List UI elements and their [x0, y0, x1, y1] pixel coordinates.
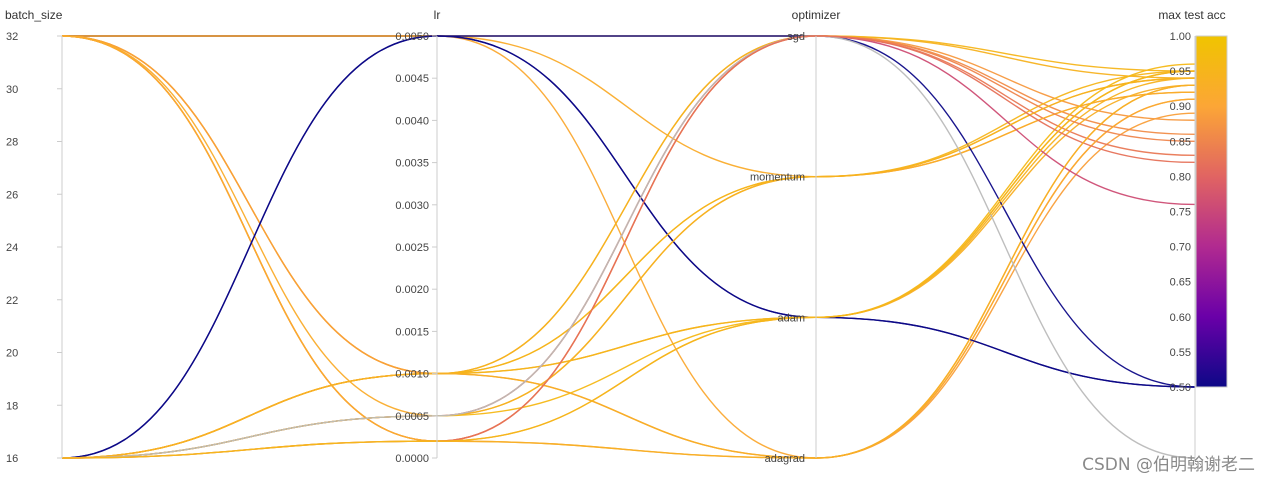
- tick-label: 0.0010: [395, 369, 429, 381]
- run-line-4[interactable]: [61, 35, 1196, 375]
- tick-label: 0.0020: [395, 284, 429, 296]
- tick-label: 0.0025: [395, 242, 429, 254]
- tick-label: 0.90: [1170, 101, 1191, 113]
- tick-label: 30: [6, 84, 18, 96]
- run-line-26[interactable]: [61, 70, 1196, 459]
- tick-label: 32: [6, 31, 18, 43]
- tick-label: 28: [6, 137, 18, 149]
- axis-title: batch_size: [5, 8, 63, 22]
- tick-label: 0.75: [1170, 207, 1191, 219]
- tick-label: 0.50: [1170, 382, 1191, 394]
- tick-label: 0.0045: [395, 73, 429, 85]
- axis-title: lr: [434, 8, 441, 22]
- axis-title: optimizer: [792, 8, 841, 22]
- axis-lr: lr 0.0000 0.0005 0.0010 0.0015 0.0020 0.0025 0.…: [395, 8, 440, 465]
- run-line-18[interactable]: [61, 84, 1196, 459]
- axis-optimizer: optimizer adagrad adam momentum sgd: [750, 8, 840, 465]
- axis-batch_size: batch_size 16 18 20 22 24 26 28 30 32: [5, 8, 63, 465]
- tick-label: 0.55: [1170, 347, 1191, 359]
- run-line-25[interactable]: [61, 84, 1196, 459]
- category-label-sgd: sgd: [787, 31, 805, 43]
- category-label-adagrad: adagrad: [765, 453, 805, 465]
- tick-label: 0.60: [1170, 312, 1191, 324]
- axes: batch_size 16 18 20 22 24 26 28 30 32 lr 0.0000 0.00…: [5, 8, 1228, 465]
- axis-title: max test acc: [1158, 8, 1225, 22]
- colorbar: [1195, 35, 1228, 388]
- run-line-22[interactable]: [61, 63, 1196, 459]
- axis-max-test-acc: max test acc 0.50 0.55 0.60 0.65 0.70 0.75 0.80…: [1158, 8, 1228, 458]
- run-line-23[interactable]: [61, 35, 1196, 459]
- run-line-16[interactable]: [61, 84, 1196, 459]
- tick-label: 0.95: [1170, 66, 1191, 78]
- tick-label: 26: [6, 189, 18, 201]
- tick-label: 1.00: [1170, 31, 1191, 43]
- tick-label: 0.0005: [395, 411, 429, 423]
- tick-label: 0.0000: [395, 453, 429, 465]
- tick-label: 0.0040: [395, 115, 429, 127]
- run-line-2[interactable]: [62, 35, 1196, 388]
- run-line-21[interactable]: [61, 77, 1196, 459]
- category-label-momentum: momentum: [750, 172, 805, 184]
- tick-label: 24: [6, 242, 18, 254]
- tick-label: 16: [6, 453, 18, 465]
- tick-label: 20: [6, 348, 18, 360]
- tick-label: 18: [6, 400, 18, 412]
- run-line-15[interactable]: [61, 70, 1196, 459]
- tick-label: 0.70: [1170, 242, 1191, 254]
- tick-label: 0.85: [1170, 136, 1191, 148]
- run-line-9[interactable]: [61, 35, 1196, 442]
- run-line-8[interactable]: [61, 35, 1196, 442]
- category-label-adam: adam: [777, 312, 805, 324]
- tick-label: 0.0015: [395, 326, 429, 338]
- run-lines: [61, 35, 1196, 459]
- tick-label: 0.0030: [395, 200, 429, 212]
- watermark: CSDN @伯明翰谢老二: [1082, 455, 1255, 475]
- tick-label: 0.0050: [395, 31, 429, 43]
- tick-label: 22: [6, 295, 18, 307]
- tick-label: 0.65: [1170, 277, 1191, 289]
- run-line-7[interactable]: [61, 35, 1196, 442]
- tick-label: 0.80: [1170, 171, 1191, 183]
- run-line-17[interactable]: [61, 70, 1196, 459]
- tick-label: 0.0035: [395, 158, 429, 170]
- run-line-13[interactable]: [61, 35, 1196, 459]
